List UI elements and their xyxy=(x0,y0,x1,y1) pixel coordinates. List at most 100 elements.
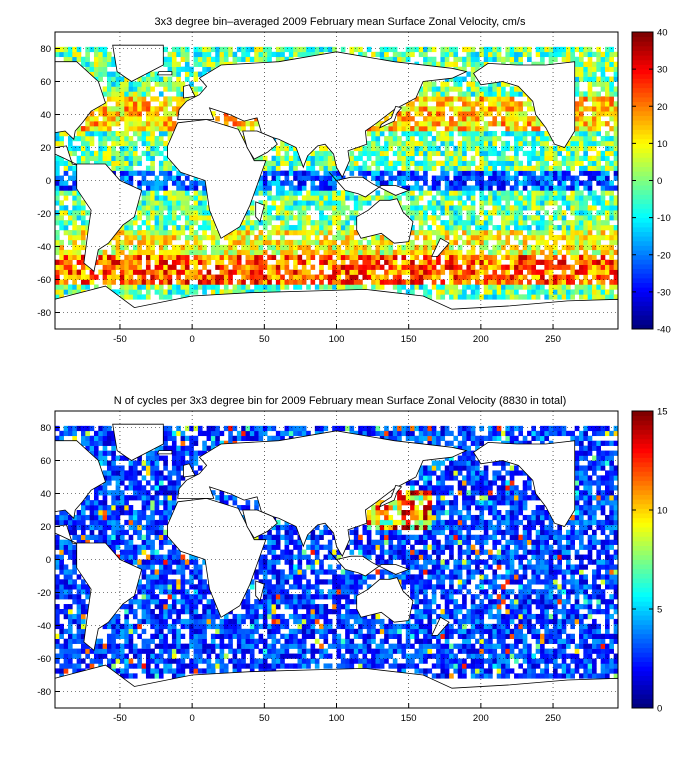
bin-cell xyxy=(457,244,463,251)
bin-cell xyxy=(106,155,112,161)
bin-cell xyxy=(271,269,277,275)
bin-cell xyxy=(197,61,203,67)
bin-cell xyxy=(323,663,329,669)
bin-cell xyxy=(574,668,580,674)
bin-cell xyxy=(535,155,541,161)
bin-cell xyxy=(475,56,480,62)
bin-cell xyxy=(475,96,480,102)
bin-cell xyxy=(505,254,511,260)
bin-cell xyxy=(297,51,303,58)
bin-cell xyxy=(392,135,398,142)
bin-cell xyxy=(505,663,511,669)
bin-cell xyxy=(93,658,99,664)
bin-cell xyxy=(462,220,467,226)
bin-cell xyxy=(301,279,307,285)
bin-cell xyxy=(592,116,597,122)
bin-cell xyxy=(119,140,125,147)
bin-cell xyxy=(605,150,610,157)
bin-cell xyxy=(102,71,108,77)
bin-cell xyxy=(535,294,541,300)
bin-cell xyxy=(141,140,147,147)
bin-cell xyxy=(323,249,329,256)
bin-cell xyxy=(609,150,614,157)
bin-cell xyxy=(423,205,428,211)
bin-cell xyxy=(280,643,285,649)
bin-cell xyxy=(280,190,285,196)
bin-cell xyxy=(444,658,450,664)
bin-cell xyxy=(171,205,177,211)
bin-cell xyxy=(518,653,524,659)
bin-cell xyxy=(184,269,190,275)
bin-cell xyxy=(522,195,528,201)
bin-cell xyxy=(449,160,454,166)
bin-cell xyxy=(431,279,437,285)
bin-cell xyxy=(332,239,337,246)
bin-cell xyxy=(202,249,207,256)
bin-cell xyxy=(449,116,454,122)
bin-cell xyxy=(306,284,311,290)
bin-cell xyxy=(72,56,77,62)
bin-cell xyxy=(574,86,580,92)
bin-cell xyxy=(80,155,86,161)
bin-cell xyxy=(518,101,524,107)
bin-cell xyxy=(609,81,614,87)
bin-cell xyxy=(544,668,550,674)
bin-cell xyxy=(561,653,567,659)
colorbar-swatch xyxy=(632,254,653,260)
bin-cell xyxy=(475,86,480,92)
bin-cell xyxy=(241,643,246,649)
bin-cell xyxy=(63,131,69,137)
bin-cell xyxy=(284,633,290,639)
bin-cell xyxy=(236,663,242,669)
bin-cell xyxy=(271,200,277,206)
bin-cell xyxy=(423,668,428,674)
bin-cell xyxy=(522,170,528,176)
bin-cell xyxy=(55,274,60,280)
bin-cell xyxy=(496,160,502,166)
bin-cell xyxy=(548,249,554,256)
bin-cell xyxy=(145,135,151,142)
bin-cell xyxy=(479,254,485,260)
bin-cell xyxy=(566,51,571,58)
bin-cell xyxy=(167,160,173,166)
bin-cell xyxy=(440,121,446,127)
bin-cell xyxy=(496,643,502,649)
bin-cell xyxy=(600,668,606,674)
bin-cell xyxy=(453,51,459,58)
bin-cell xyxy=(349,195,355,201)
bin-cell xyxy=(340,259,346,265)
bin-cell xyxy=(436,673,441,679)
bin-cell xyxy=(215,249,220,256)
north-america-west-landmass xyxy=(473,61,576,148)
bin-cell xyxy=(488,195,493,201)
bin-cell xyxy=(401,648,407,654)
bin-cell xyxy=(167,101,173,107)
bin-cell xyxy=(544,135,550,142)
bin-cell xyxy=(132,126,138,132)
bin-cell xyxy=(119,175,125,181)
bin-cell xyxy=(561,254,567,260)
bin-cell xyxy=(405,249,411,256)
bin-cell xyxy=(544,150,550,157)
bin-cell xyxy=(561,175,567,181)
bin-cell xyxy=(141,239,147,246)
bin-cell xyxy=(501,264,506,270)
bin-cell xyxy=(115,91,121,97)
bin-cell xyxy=(505,116,511,122)
bin-cell xyxy=(600,185,606,191)
bin-cell xyxy=(462,289,467,295)
bin-cell xyxy=(288,145,294,152)
bin-cell xyxy=(410,135,415,142)
bin-cell xyxy=(531,249,537,256)
bin-cell xyxy=(440,111,446,117)
bin-cell xyxy=(574,269,580,275)
bin-cell xyxy=(63,653,69,659)
bin-cell xyxy=(600,56,606,62)
bin-cell xyxy=(319,165,324,171)
bin-cell xyxy=(583,259,588,265)
bin-cell xyxy=(72,195,77,201)
bin-cell xyxy=(336,249,342,256)
bin-cell xyxy=(89,126,95,132)
colorbar-tick-label: -40 xyxy=(657,325,671,336)
bin-cell xyxy=(483,170,489,176)
